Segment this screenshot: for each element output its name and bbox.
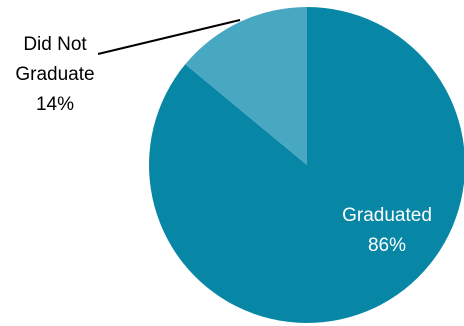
slice-label-did-not-graduate-line2: Graduate — [15, 64, 94, 85]
leader-line-did-not-graduate — [97, 19, 241, 55]
pie-slice-did-not-graduate — [185, 7, 307, 165]
slice-label-graduated: Graduated — [342, 205, 432, 226]
slice-value-graduated: 86% — [368, 235, 406, 256]
slice-value-did-not-graduate: 14% — [36, 94, 74, 115]
label-graduated: Graduated 86% — [342, 205, 432, 256]
slice-label-did-not-graduate-line1: Did Not — [23, 34, 87, 55]
pie-slice-graduated — [149, 7, 464, 323]
pie-slices — [149, 7, 464, 323]
label-did-not-graduate: Did Not Graduate 14% — [15, 34, 94, 115]
